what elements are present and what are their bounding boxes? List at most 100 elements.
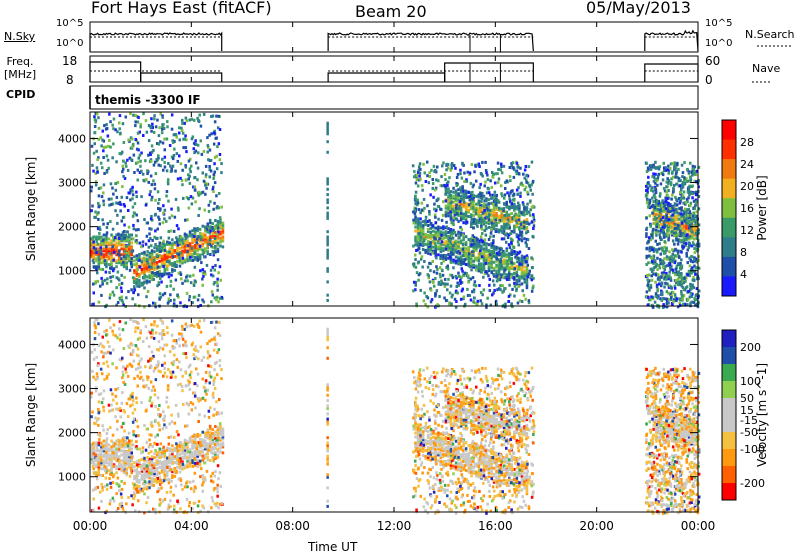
power-cell [145,265,149,269]
power-cell [661,293,664,297]
power-cell [212,131,216,135]
power-cell [675,182,678,186]
power-cell [491,224,494,228]
power-cell [676,283,680,286]
power-cell [524,260,528,264]
power-cell [448,291,452,295]
power-cell [115,241,118,245]
power-cell [130,241,133,245]
power-cell [196,256,199,260]
power-cell [422,197,426,201]
power-cell [427,243,430,246]
power-cell [93,131,97,135]
power-cell [490,212,493,216]
power-cell [155,254,158,258]
velocity-cell [138,484,141,488]
power-cell [462,236,465,240]
power-cell [196,258,200,262]
power-cell [685,212,688,216]
power-cell [105,237,108,241]
power-cell [183,258,187,262]
power-cell [463,180,466,183]
power-cell [139,123,142,127]
power-cell [424,180,428,183]
power-cell [694,272,697,276]
power-cell [666,257,669,261]
power-cell [99,136,102,140]
power-cell [516,301,520,305]
power-cell [125,244,128,248]
power-cell [683,161,686,165]
power-cell [674,231,678,235]
power-cell [440,268,444,272]
power-cell [452,258,455,262]
power-cell [218,216,222,220]
power-cell [662,273,665,277]
power-cell [105,253,108,257]
power-cell [485,215,489,219]
power-cell [656,295,659,299]
power-cell [102,247,106,251]
power-cell [481,192,484,195]
power-cell [669,292,672,296]
power-cell [475,218,478,222]
power-cell [159,207,162,211]
power-cell [487,251,491,255]
power-cell [173,255,177,258]
velocity-cell [105,455,108,459]
power-cell [184,134,187,138]
power-cell [156,265,159,269]
velocity-cell [183,444,187,448]
power-cell [179,273,183,276]
power-cell [205,246,209,250]
power-cell [675,171,678,175]
power-cell [691,196,694,200]
power-cell [647,273,651,277]
power-cell [442,243,445,247]
power-cell [656,166,660,170]
power-cell [479,192,482,196]
power-cell [457,188,460,192]
power-cell [94,210,97,214]
power-cell [482,202,486,206]
power-cell [479,204,482,208]
power-cell [111,275,115,279]
power-cell [105,303,108,307]
power-cell [152,148,155,152]
power-cell [475,220,478,224]
power-cell [675,234,678,238]
power-cell [480,215,483,219]
power-cell [170,167,173,171]
velocity-cell [143,474,146,478]
power-cell [163,137,166,141]
power-cell [495,208,498,211]
power-cell [672,223,676,227]
power-cell [462,203,465,207]
power-cell [676,273,679,277]
power-cell [90,243,93,247]
power-cell [506,236,510,239]
power-cell [145,263,149,267]
power-cell [502,164,506,168]
power-cell [467,257,470,261]
power-cell [435,256,438,260]
power-cell [118,127,121,131]
power-cell [200,238,203,242]
power-cell [202,274,205,278]
power-cell [445,182,449,185]
power-cell [472,259,475,263]
power-cell [654,231,658,235]
power-cell [678,184,682,188]
power-cell [687,171,691,175]
power-cell [690,271,694,275]
power-cell [653,266,656,269]
power-cell [529,276,532,280]
velocity-cell [97,467,101,471]
velocity-cell [191,445,194,449]
velocity-cell [188,436,192,440]
power-cell [132,113,135,117]
power-cell [122,255,126,259]
power-cell [97,205,100,209]
power-cell [217,114,221,118]
power-cell [170,207,173,211]
